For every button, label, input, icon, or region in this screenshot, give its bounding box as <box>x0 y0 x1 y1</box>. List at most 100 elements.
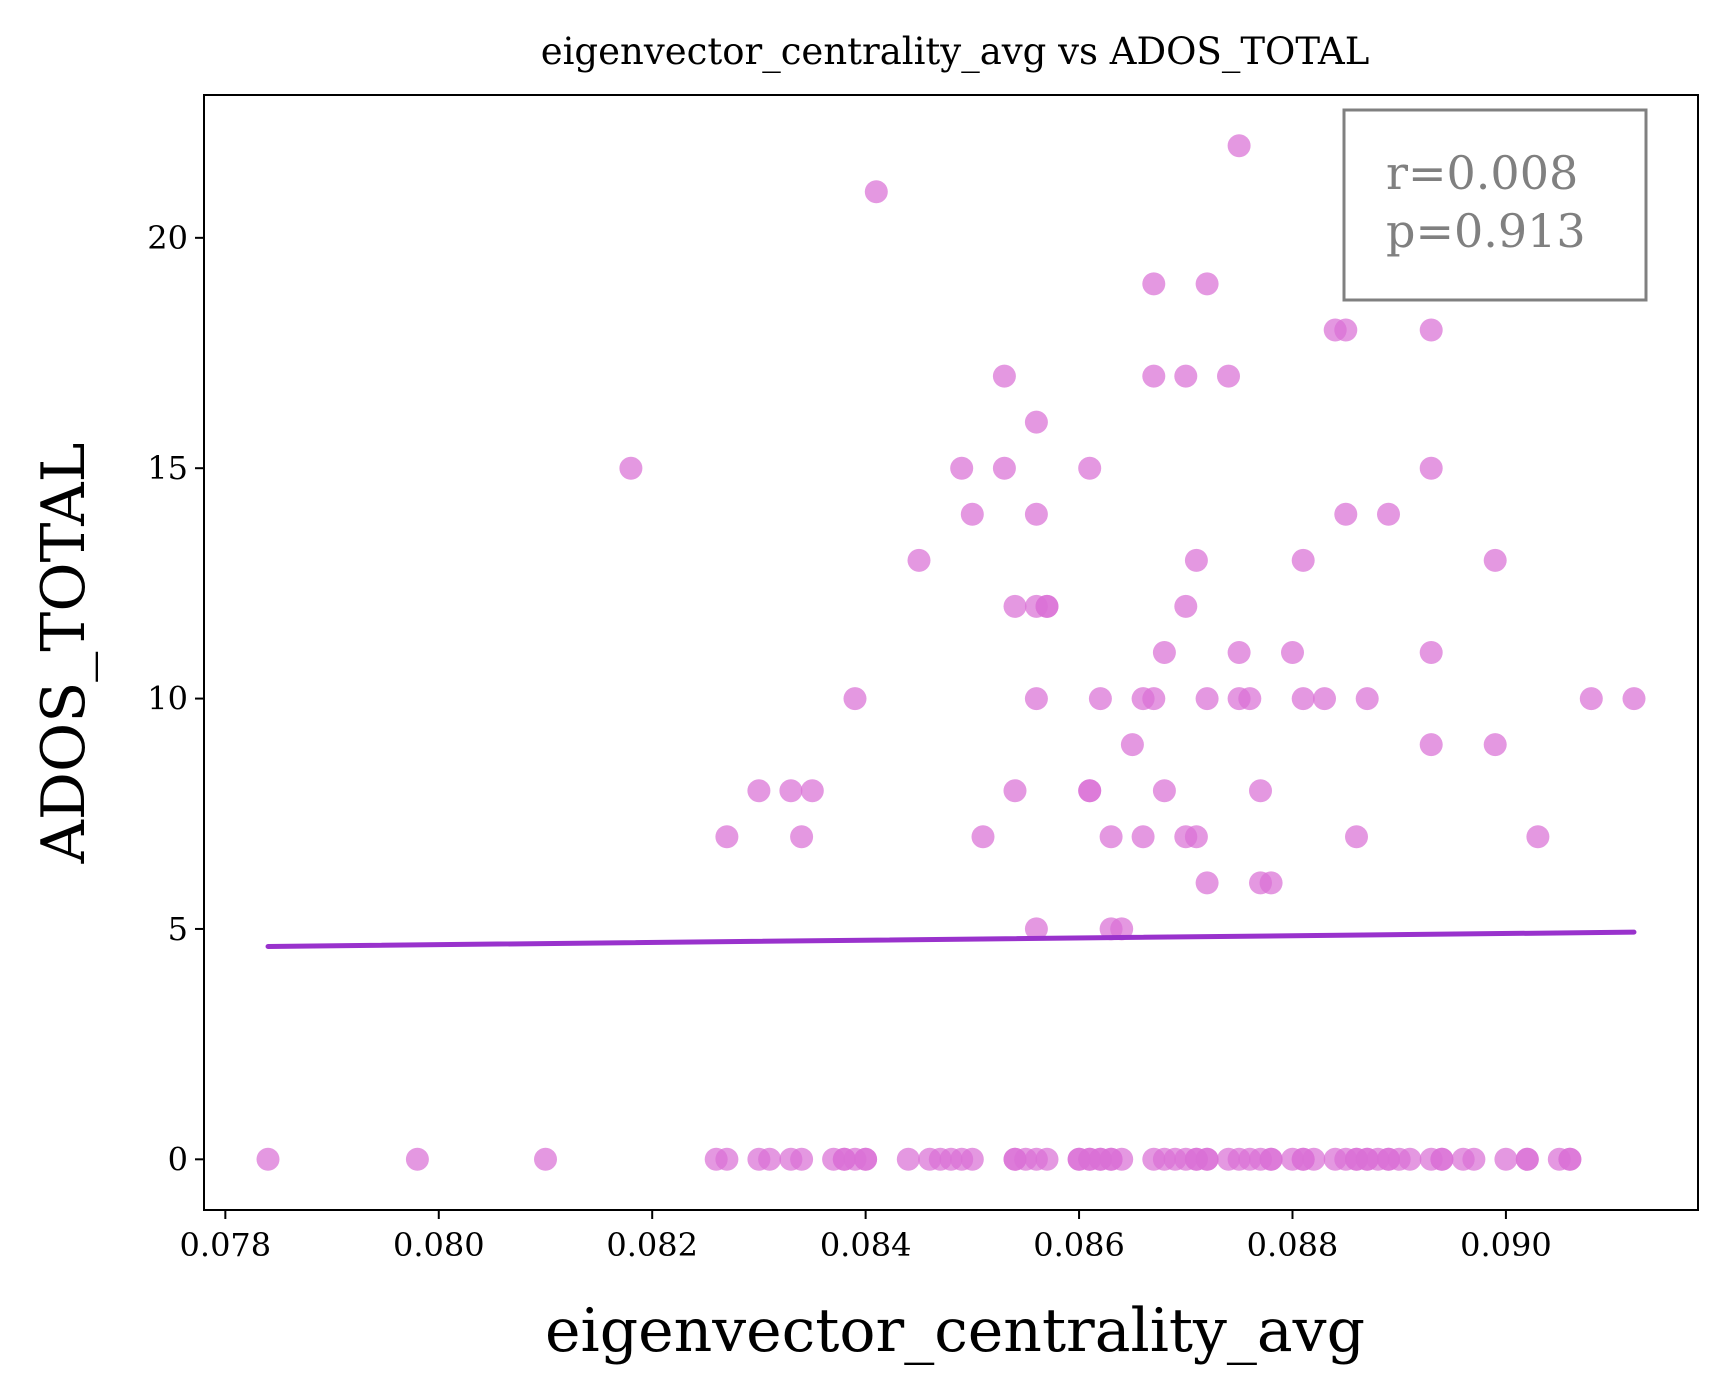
y-tick-label: 10 <box>147 680 188 718</box>
scatter-point <box>758 1147 782 1171</box>
y-axis-ticks: 0 5 10 15 20 <box>147 219 204 1178</box>
scatter-point <box>1184 825 1208 849</box>
scatter-point <box>1483 733 1507 757</box>
scatter-point <box>1152 779 1176 803</box>
scatter-point <box>1526 825 1550 849</box>
y-tick-label: 0 <box>168 1140 188 1178</box>
scatter-point <box>896 1147 920 1171</box>
scatter-point <box>1024 687 1048 711</box>
scatter-point <box>1217 364 1240 388</box>
scatter-point <box>1227 641 1251 664</box>
scatter-point <box>1195 272 1219 296</box>
scatter-point <box>1142 364 1166 388</box>
scatter-point <box>992 364 1016 388</box>
x-tick-label: 0.082 <box>606 1226 698 1264</box>
scatter-point <box>1078 779 1102 803</box>
stats-p-value: p=0.913 <box>1386 204 1586 258</box>
scatter-point <box>1355 687 1379 711</box>
y-tick-label: 20 <box>147 219 188 257</box>
x-axis-ticks: 0.078 0.080 0.082 0.084 0.086 0.088 0.090 <box>180 1210 1552 1264</box>
scatter-point <box>1003 779 1027 803</box>
x-tick-label: 0.090 <box>1460 1226 1552 1264</box>
scatter-point <box>1078 456 1102 480</box>
scatter-point <box>1131 825 1155 849</box>
scatter-point <box>1195 1147 1219 1171</box>
chart-title: eigenvector_centrality_avg vs ADOS_TOTAL <box>541 30 1370 74</box>
scatter-point <box>960 502 984 526</box>
x-tick-label: 0.084 <box>820 1226 912 1264</box>
scatter-point <box>1334 318 1358 342</box>
y-axis-label: ADOS_TOTAL <box>29 443 99 865</box>
scatter-point <box>864 180 888 204</box>
scatter-point <box>1088 687 1112 711</box>
scatter-point <box>790 1147 814 1171</box>
scatter-point <box>1579 687 1603 711</box>
scatter-point <box>1259 1147 1283 1171</box>
scatter-point <box>1419 456 1443 480</box>
scatter-point <box>854 1147 878 1171</box>
y-tick-label: 15 <box>147 449 188 487</box>
scatter-point <box>1120 733 1144 757</box>
scatter-point <box>715 1147 739 1171</box>
y-tick-label: 5 <box>168 910 188 948</box>
scatter-point <box>715 825 739 849</box>
scatter-point <box>1249 779 1272 803</box>
scatter-point <box>1515 1147 1539 1171</box>
scatter-point <box>907 548 931 572</box>
scatter-point <box>1238 687 1262 711</box>
scatter-point <box>1622 687 1646 711</box>
scatter-point <box>1142 687 1166 711</box>
x-axis-label: eigenvector_centrality_avg <box>545 1296 1365 1366</box>
scatter-point <box>256 1147 280 1171</box>
scatter-point <box>1110 1147 1134 1171</box>
scatter-point <box>843 687 867 711</box>
scatter-point <box>534 1147 557 1171</box>
plot-frame <box>203 94 1699 1211</box>
scatter-point <box>1174 364 1198 388</box>
data-points <box>256 134 1646 1171</box>
scatter-point <box>800 779 824 803</box>
scatter-point <box>1291 687 1315 711</box>
stats-box: r=0.008 p=0.913 <box>1342 108 1648 302</box>
scatter-point <box>1334 502 1358 526</box>
regression-line <box>265 929 1637 949</box>
scatter-point <box>1110 917 1134 941</box>
scatter-point <box>1398 1147 1422 1171</box>
scatter-point <box>1494 1147 1518 1171</box>
scatter-point <box>1099 825 1123 849</box>
stats-box-frame <box>1342 108 1648 302</box>
scatter-point <box>950 456 974 480</box>
scatter-point <box>992 456 1016 480</box>
scatter-point <box>1227 134 1251 158</box>
scatter-point <box>1259 871 1283 895</box>
regression-line-group <box>265 929 1637 949</box>
scatter-point <box>1024 410 1048 434</box>
scatter-point <box>1024 502 1048 526</box>
scatter-point <box>1195 871 1219 895</box>
stats-r-value: r=0.008 <box>1386 146 1578 200</box>
scatter-point <box>1291 548 1315 572</box>
scatter-point <box>1462 1147 1486 1171</box>
scatter-point <box>1345 825 1368 849</box>
scatter-point <box>960 1147 984 1171</box>
scatter-point <box>1174 594 1198 618</box>
scatter-point <box>747 779 771 803</box>
scatter-point <box>1302 1147 1326 1171</box>
scatter-point <box>1195 687 1219 711</box>
scatter-point <box>1024 917 1048 941</box>
scatter-point <box>1419 733 1443 757</box>
scatter-point <box>1558 1147 1582 1171</box>
scatter-point <box>1483 548 1507 572</box>
x-tick-label: 0.080 <box>393 1226 485 1264</box>
scatter-point <box>971 825 995 849</box>
scatter-point <box>1035 594 1059 618</box>
x-tick-label: 0.086 <box>1033 1226 1125 1264</box>
x-tick-label: 0.078 <box>180 1226 272 1264</box>
scatter-point <box>779 779 803 803</box>
scatter-point <box>405 1147 429 1171</box>
scatter-point <box>1281 641 1304 664</box>
scatter-point <box>1142 272 1166 296</box>
scatter-point <box>1035 1147 1059 1171</box>
